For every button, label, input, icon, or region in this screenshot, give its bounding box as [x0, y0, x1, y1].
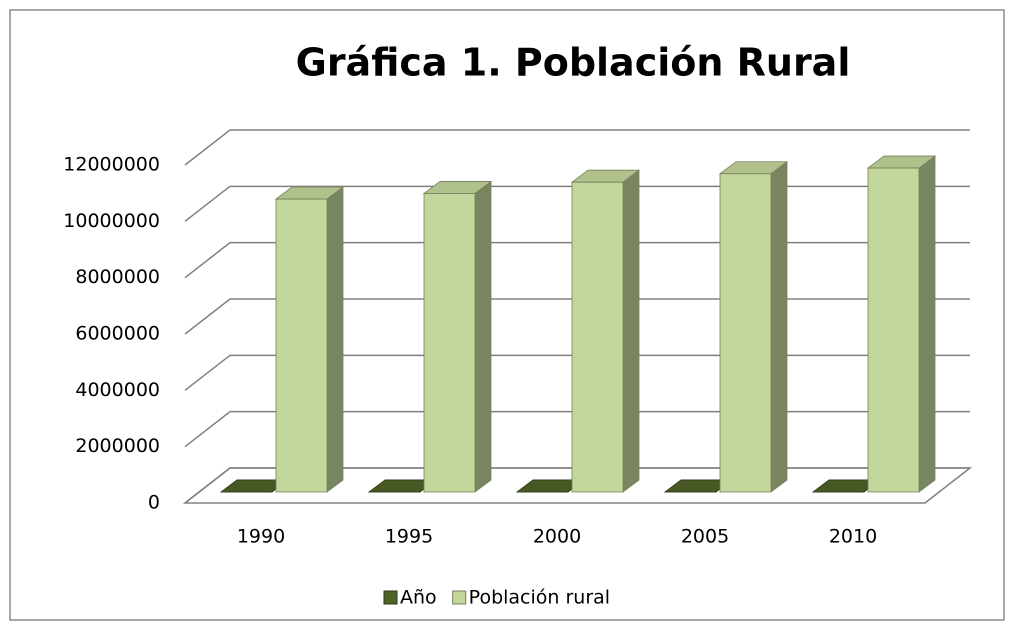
- x-tick-label: 2010: [829, 526, 877, 548]
- x-tick-label: 2005: [681, 526, 729, 548]
- bar: [868, 156, 935, 492]
- bar-side: [475, 181, 491, 492]
- bar-side: [623, 170, 639, 492]
- legend-label: Año: [400, 587, 437, 609]
- bar-side: [919, 156, 935, 492]
- bar: [720, 162, 787, 492]
- legend-swatch: [384, 591, 397, 604]
- bar-front: [572, 182, 623, 492]
- bar-front: [424, 193, 475, 492]
- chart-title: Gráfica 1. Población Rural: [296, 41, 851, 85]
- bar: [276, 187, 343, 492]
- y-tick-label: 6000000: [75, 323, 160, 345]
- legend-label: Población rural: [469, 587, 610, 609]
- y-tick-label: 4000000: [75, 379, 160, 401]
- bar-side: [771, 162, 787, 492]
- y-tick-label: 12000000: [63, 154, 160, 176]
- bar-front: [720, 174, 771, 492]
- bar-front: [868, 168, 919, 492]
- bar-front: [276, 199, 327, 492]
- y-tick-label: 2000000: [75, 435, 160, 457]
- y-tick-label: 0: [148, 492, 160, 514]
- x-tick-label: 1990: [237, 526, 285, 548]
- x-tick-label: 1995: [385, 526, 433, 548]
- bar: [424, 181, 491, 492]
- x-tick-label: 2000: [533, 526, 581, 548]
- bar-side: [327, 187, 343, 492]
- bar: [572, 170, 639, 492]
- y-tick-label: 10000000: [63, 210, 160, 232]
- y-tick-label: 8000000: [75, 266, 160, 288]
- legend-swatch: [453, 591, 466, 604]
